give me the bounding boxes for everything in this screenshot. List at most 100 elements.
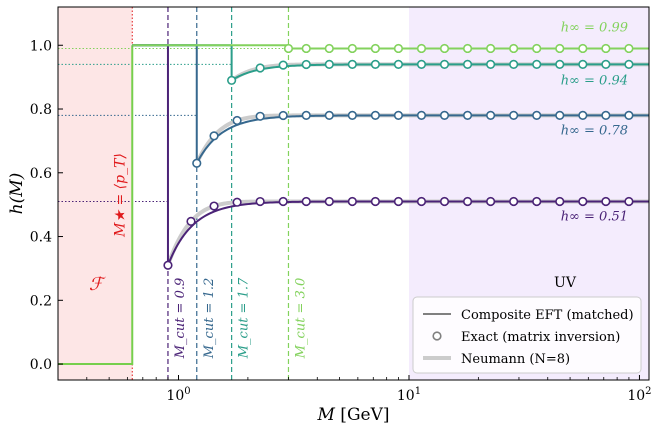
- exact-marker-1: [601, 110, 611, 120]
- exact-marker-1: [509, 110, 519, 120]
- exact-marker-1: [324, 110, 334, 120]
- exact-marker-0: [601, 196, 611, 207]
- exact-marker-3: [486, 43, 496, 54]
- exact-marker-3: [555, 43, 565, 54]
- data-layer: [58, 43, 649, 366]
- legend-label-2: Neumann (N=8): [461, 352, 570, 367]
- m-star-label: M★ = ⟨p_T⟩: [112, 153, 128, 238]
- exact-marker-3: [370, 43, 380, 54]
- exact-marker-1: [209, 131, 219, 141]
- exact-marker-3: [601, 43, 611, 54]
- exact-marker-3: [301, 43, 311, 54]
- legend-box: [412, 296, 642, 374]
- exact-marker-1: [462, 110, 473, 120]
- y-axis-label: h(M): [7, 173, 27, 215]
- cut-label-1: M_cut = 1.2: [202, 278, 217, 360]
- exact-marker-2: [370, 59, 380, 69]
- step-function-line: [58, 45, 134, 366]
- exact-marker-0: [278, 196, 288, 207]
- x-axis-label: M [GeV]: [316, 405, 389, 425]
- exact-marker-1: [192, 158, 202, 168]
- exact-marker-2: [578, 59, 588, 69]
- exact-marker-0: [624, 196, 634, 207]
- exact-marker-1: [416, 110, 427, 120]
- y-tick-label: 0.4: [30, 230, 52, 246]
- exact-marker-0: [347, 196, 357, 207]
- exact-marker-1: [578, 110, 588, 120]
- exact-marker-0: [462, 196, 473, 207]
- h-inf-label-1: h∞ = 0.78: [561, 123, 628, 138]
- exact-marker-0: [532, 196, 542, 207]
- exact-marker-2: [601, 59, 611, 69]
- y-tick-label: 0.6: [30, 166, 52, 182]
- exact-marker-1: [624, 110, 634, 120]
- exact-marker-3: [283, 43, 294, 54]
- exact-marker-0: [186, 216, 196, 226]
- exact-marker-2: [624, 59, 634, 69]
- plot-frame: [57, 6, 650, 381]
- exact-marker-1: [532, 110, 542, 120]
- exact-marker-0: [370, 196, 380, 207]
- exact-marker-0: [486, 196, 496, 207]
- exact-marker-2: [532, 59, 542, 69]
- exact-marker-0: [163, 260, 173, 270]
- exact-marker-1: [393, 110, 404, 120]
- exact-marker-0: [393, 196, 404, 207]
- exact-marker-3: [509, 43, 519, 54]
- exact-marker-2: [347, 59, 357, 69]
- h-inf-label-0: h∞ = 0.51: [561, 209, 628, 224]
- exact-marker-2: [439, 59, 450, 69]
- region-f-label: ℱ: [89, 274, 106, 295]
- exact-marker-1: [278, 110, 288, 121]
- cut-label-3: M_cut = 3.0: [293, 278, 308, 360]
- region-uv-label: UV: [554, 275, 577, 291]
- label-layer: ℱ UV M★ = ⟨p_T⟩ M_cut = 0.9 M_cut = 1.2 M_cut…: [89, 20, 628, 359]
- exact-marker-1: [347, 110, 357, 120]
- exact-marker-0: [301, 196, 311, 207]
- axis-layer: 0.0 0.2 0.4 0.6 0.8 1.0 100 101 102 M [GeV] h(M): [7, 6, 652, 425]
- exact-marker-2: [324, 59, 334, 69]
- exact-marker-0: [555, 196, 565, 207]
- exact-marker-1: [439, 110, 450, 120]
- exact-marker-2: [393, 59, 404, 69]
- exact-marker-0: [416, 196, 427, 207]
- exact-marker-1: [555, 110, 565, 120]
- y-tick-label: 0.8: [30, 102, 52, 118]
- exact-marker-0: [255, 196, 265, 207]
- cut-label-2: M_cut = 1.7: [237, 277, 252, 359]
- exact-marker-1: [232, 115, 242, 126]
- exact-marker-1: [370, 110, 380, 120]
- x-tick-label: 101: [397, 386, 421, 404]
- exact-marker-0: [232, 197, 242, 207]
- legend-label-0: Composite EFT (matched): [461, 308, 634, 323]
- exact-marker-3: [347, 43, 357, 54]
- exact-marker-2: [416, 59, 427, 69]
- exact-marker-2: [486, 59, 496, 69]
- exact-marker-0: [578, 196, 588, 207]
- exact-marker-0: [324, 196, 334, 207]
- exact-marker-2: [509, 59, 519, 69]
- region-f: [58, 7, 133, 380]
- exact-marker-3: [578, 43, 588, 54]
- h-inf-label-2: h∞ = 0.94: [561, 73, 628, 88]
- exact-marker-2: [301, 59, 311, 70]
- y-tick-label: 1.0: [30, 38, 52, 54]
- eft-curve-0: [167, 200, 649, 266]
- exact-marker-3: [393, 43, 404, 54]
- exact-marker-3: [324, 43, 334, 54]
- x-tick-label: 102: [627, 386, 651, 404]
- exact-marker-2: [227, 75, 237, 85]
- exact-marker-2: [462, 59, 473, 69]
- y-tick-label: 0.0: [30, 357, 52, 373]
- exact-marker-3: [416, 43, 427, 54]
- exact-marker-2: [278, 60, 288, 70]
- exact-marker-0: [439, 196, 450, 207]
- cut-label-0: M_cut = 0.9: [173, 278, 188, 360]
- x-tick-label: 100: [166, 386, 190, 404]
- exact-marker-2: [255, 63, 265, 73]
- exact-marker-2: [555, 59, 565, 69]
- exact-marker-1: [255, 111, 265, 121]
- exact-marker-3: [462, 43, 473, 54]
- h-inf-label-3: h∞ = 0.99: [561, 20, 628, 35]
